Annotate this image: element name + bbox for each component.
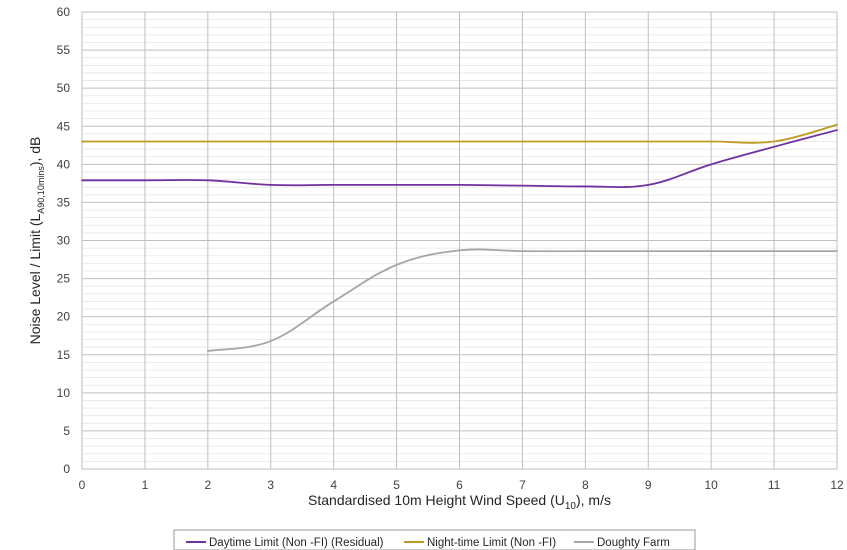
y-tick-labels: 0 5 10 15 20 25 30 35 40 45 50 55 60 xyxy=(57,5,71,476)
series-line-1 xyxy=(81,123,838,144)
y-tick-label: 45 xyxy=(57,119,71,133)
legend-label-1: Night-time Limit (Non -FI) xyxy=(427,537,556,549)
series-layer xyxy=(81,123,838,352)
x-tick-label: 11 xyxy=(768,478,781,492)
y-tick-label: 55 xyxy=(57,43,71,57)
y-tick-label: 15 xyxy=(57,348,71,362)
x-axis-title: Standardised 10m Height Wind Speed (U10)… xyxy=(308,492,611,512)
x-tick-label: 10 xyxy=(704,478,718,492)
chart-legend: Daytime Limit (Non -FI) (Residual) Night-… xyxy=(173,529,696,550)
y-tick-label: 50 xyxy=(57,81,71,95)
x-tick-label: 0 xyxy=(79,478,86,492)
y-tick-label: 40 xyxy=(57,157,71,171)
series-line-2 xyxy=(206,248,838,352)
y-tick-label: 60 xyxy=(57,5,71,19)
x-tick-label: 9 xyxy=(645,478,652,492)
x-tick-label: 4 xyxy=(330,478,337,492)
x-tick-label: 12 xyxy=(830,478,844,492)
y-tick-label: 0 xyxy=(63,462,70,476)
y-tick-label: 25 xyxy=(57,272,71,286)
y-tick-label: 10 xyxy=(57,386,71,400)
series-line-0 xyxy=(81,129,838,188)
x-tick-label: 1 xyxy=(142,478,149,492)
x-tick-label: 8 xyxy=(582,478,589,492)
y-axis-title: Noise Level / Limit (LA90,10mins), dB xyxy=(27,137,46,345)
x-tick-labels: 0 1 2 3 4 5 6 7 8 9 10 11 12 xyxy=(79,478,844,492)
legend-label-0: Daytime Limit (Non -FI) (Residual) xyxy=(209,537,384,549)
y-tick-label: 30 xyxy=(57,234,71,248)
x-tick-label: 5 xyxy=(393,478,400,492)
plot-frame xyxy=(81,11,838,470)
x-tick-label: 3 xyxy=(267,478,274,492)
y-tick-label: 5 xyxy=(63,424,70,438)
legend-label-2: Doughty Farm xyxy=(597,537,670,549)
y-tick-label: 20 xyxy=(57,310,71,324)
legend-box xyxy=(173,529,696,550)
x-tick-label: 2 xyxy=(204,478,211,492)
x-tick-label: 7 xyxy=(519,478,526,492)
x-tick-label: 6 xyxy=(456,478,463,492)
y-tick-label: 35 xyxy=(57,195,71,209)
